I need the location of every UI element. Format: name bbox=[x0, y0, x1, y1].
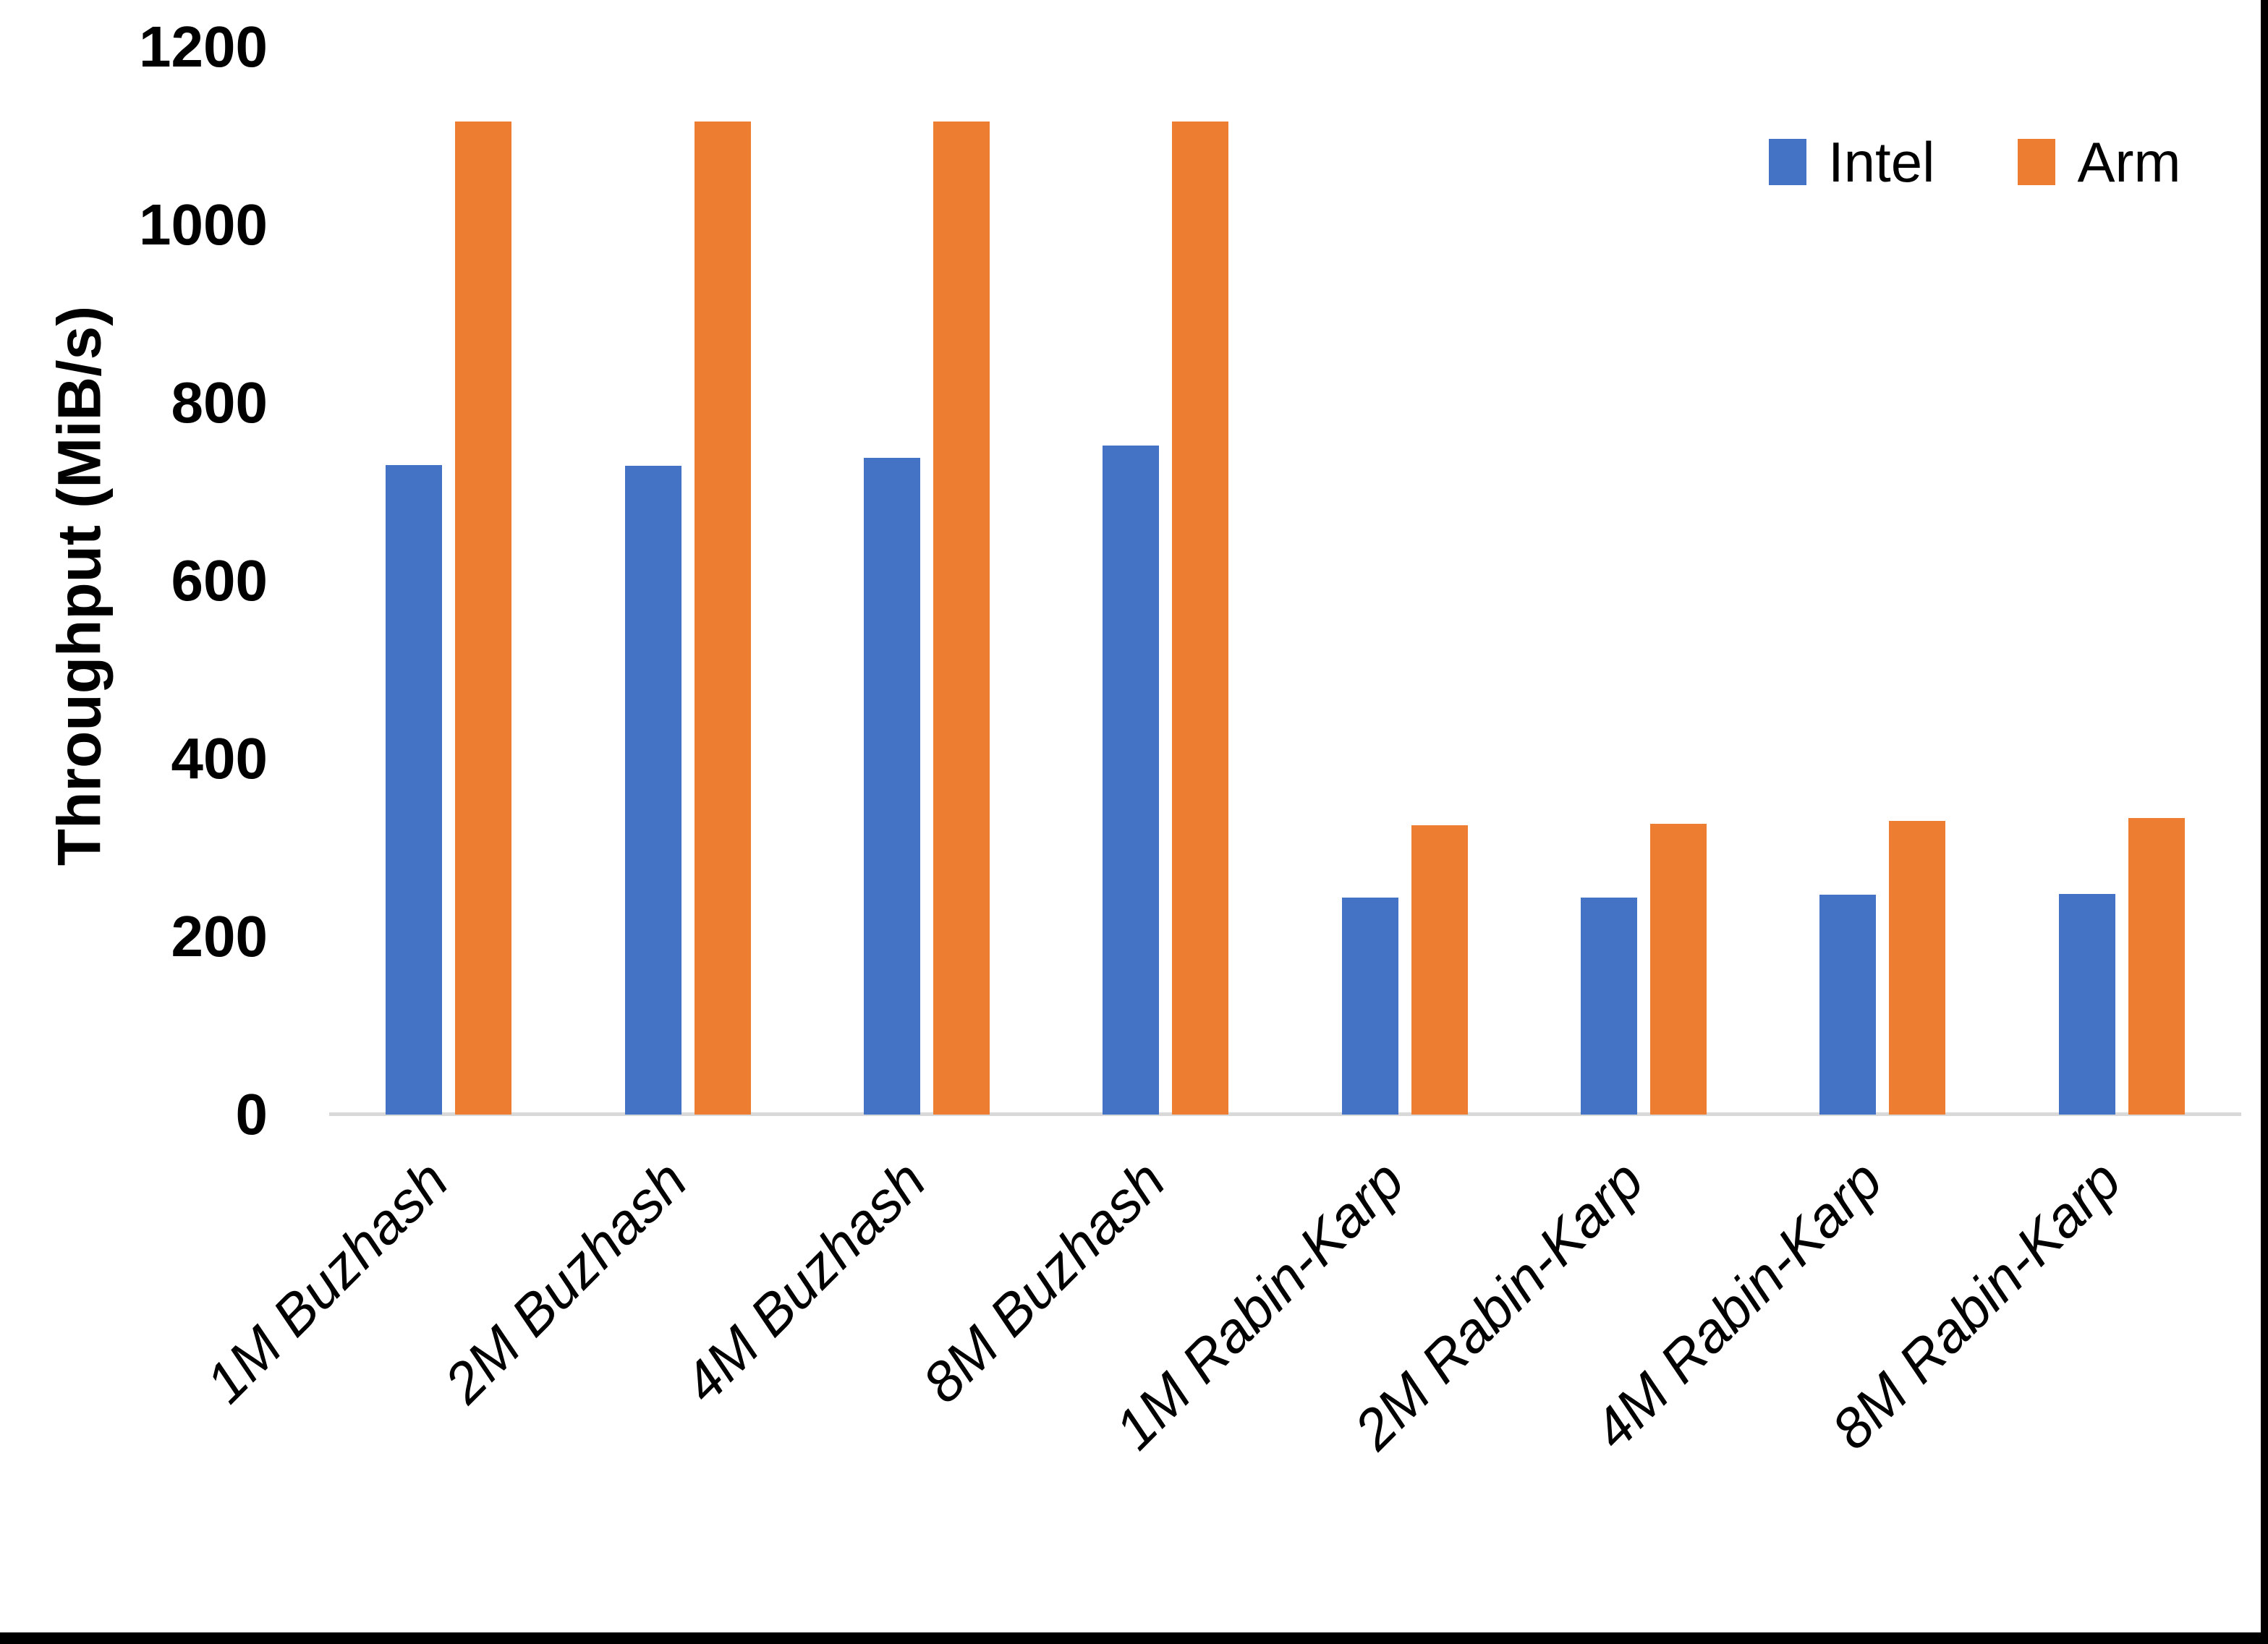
x-axis-label-2m-buzhash: 2M Buzhash bbox=[432, 1148, 700, 1415]
y-tick-label-1200: 1200 bbox=[139, 14, 268, 79]
bar-arm-8m-rabin-karp bbox=[2128, 818, 2185, 1115]
bar-intel-8m-buzhash bbox=[1103, 446, 1160, 1115]
bar-intel-2m-rabin-karp bbox=[1581, 897, 1638, 1115]
y-tick-label-400: 400 bbox=[171, 726, 268, 791]
plot-area bbox=[329, 47, 2241, 1116]
bar-intel-4m-buzhash bbox=[863, 458, 920, 1115]
x-axis-label-4m-buzhash: 4M Buzhash bbox=[671, 1148, 938, 1415]
legend-label-arm: Arm bbox=[2077, 130, 2181, 194]
bar-arm-2m-buzhash bbox=[694, 122, 751, 1115]
bar-intel-1m-buzhash bbox=[386, 465, 443, 1115]
legend-label-intel: Intel bbox=[1828, 130, 1935, 194]
y-tick-label-1000: 1000 bbox=[139, 192, 268, 257]
bar-intel-1m-rabin-karp bbox=[1341, 897, 1398, 1115]
bar-arm-1m-buzhash bbox=[455, 122, 512, 1115]
legend: Intel Arm bbox=[1769, 134, 2180, 190]
bar-intel-2m-buzhash bbox=[624, 466, 681, 1115]
y-tick-label-200: 200 bbox=[171, 904, 268, 968]
x-axis-label-1m-buzhash: 1M Buzhash bbox=[192, 1148, 460, 1415]
y-tick-label-800: 800 bbox=[171, 370, 268, 435]
bar-arm-8m-buzhash bbox=[1172, 122, 1229, 1115]
bar-intel-4m-rabin-karp bbox=[1819, 895, 1877, 1115]
y-tick-label-600: 600 bbox=[171, 548, 268, 613]
legend-swatch-arm bbox=[2018, 139, 2056, 185]
legend-item-arm: Arm bbox=[2018, 134, 2180, 190]
bar-intel-8m-rabin-karp bbox=[2058, 893, 2115, 1115]
bar-arm-4m-rabin-karp bbox=[1889, 821, 1946, 1115]
legend-item-intel: Intel bbox=[1769, 134, 1934, 190]
bar-arm-1m-rabin-karp bbox=[1411, 825, 1468, 1115]
legend-swatch-intel bbox=[1769, 139, 1806, 185]
bar-arm-2m-rabin-karp bbox=[1650, 823, 1707, 1115]
x-axis-line bbox=[329, 1112, 2241, 1116]
x-axis-label-8m-buzhash: 8M Buzhash bbox=[910, 1148, 1177, 1415]
bar-arm-4m-buzhash bbox=[933, 122, 990, 1115]
y-tick-label-0: 0 bbox=[235, 1082, 268, 1146]
